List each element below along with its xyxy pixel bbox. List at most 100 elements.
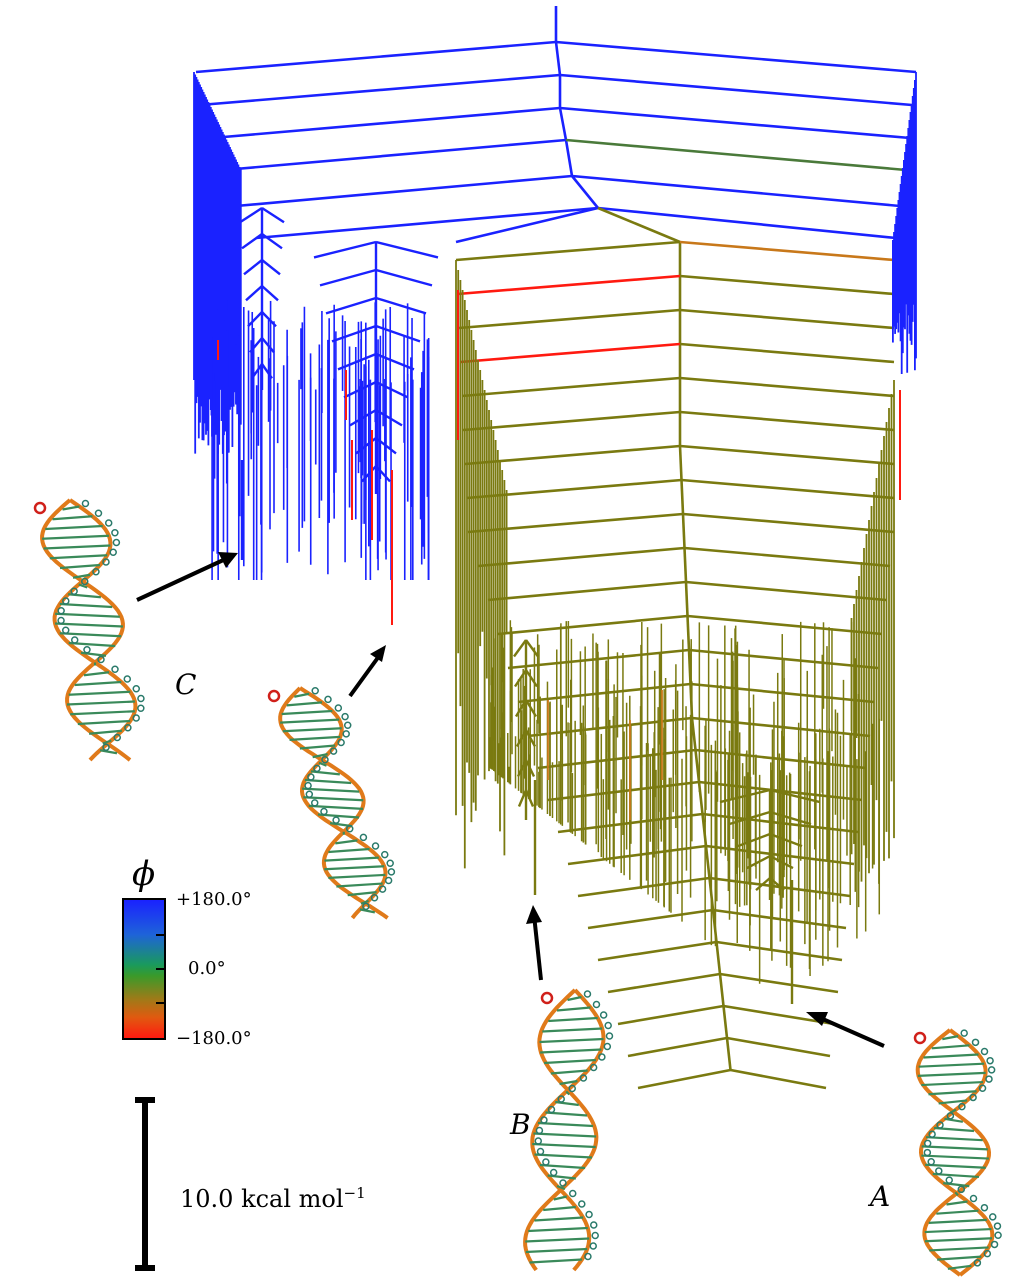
rna-base-ring bbox=[111, 665, 119, 673]
rna-base-pair bbox=[938, 1099, 968, 1105]
rna-structure-c2-icon bbox=[267, 686, 396, 920]
rna-base-ring bbox=[132, 685, 141, 693]
tree-spine bbox=[683, 547, 688, 583]
rna-base-ring bbox=[386, 859, 394, 867]
label-b: B bbox=[510, 1108, 531, 1141]
rna-base-pair bbox=[525, 1247, 588, 1254]
rna-base-pair bbox=[289, 735, 341, 741]
tree-branch-right bbox=[688, 648, 879, 670]
rna-base-pair bbox=[550, 1069, 588, 1075]
rna-base-pair bbox=[62, 505, 80, 511]
rna-base-pair bbox=[950, 1108, 957, 1114]
rna-base-ring bbox=[969, 1093, 977, 1102]
rna-base-ring bbox=[305, 790, 314, 798]
scale-bar-exponent: −1 bbox=[343, 1184, 366, 1202]
rna-base-pair bbox=[528, 1226, 588, 1233]
tree-branch-left bbox=[457, 274, 681, 296]
rna-base-ring bbox=[324, 695, 332, 704]
rna-base-ring bbox=[310, 799, 319, 807]
rna-base-pair bbox=[310, 770, 340, 776]
rna-base-ring bbox=[332, 816, 340, 824]
rna-base-ring bbox=[132, 714, 140, 722]
rna-base-ring bbox=[945, 1176, 953, 1184]
rna-base-ring bbox=[958, 1102, 966, 1111]
tree-branch bbox=[261, 285, 279, 302]
tree-branch-right bbox=[679, 376, 895, 398]
rna-base-pair bbox=[559, 1079, 578, 1086]
rna-base-pair bbox=[926, 1136, 983, 1142]
rna-base-ring bbox=[605, 1032, 614, 1040]
rna-base-pair bbox=[302, 787, 360, 793]
rna-base-ring bbox=[94, 509, 103, 517]
rna-base-ring bbox=[591, 1231, 599, 1240]
rna-base-ring bbox=[990, 1240, 999, 1249]
rna-base-ring bbox=[568, 1189, 577, 1198]
rna-base-pair bbox=[68, 690, 131, 696]
tree-branch bbox=[241, 233, 263, 250]
tree-branch bbox=[245, 285, 263, 302]
tree-branch-left bbox=[567, 844, 707, 866]
tree-spine bbox=[564, 139, 574, 177]
tree-spine bbox=[570, 175, 600, 209]
tree-branch-right bbox=[684, 546, 891, 568]
rna-base-ring bbox=[536, 1147, 545, 1156]
rna-base-ring bbox=[598, 1053, 606, 1061]
rna-marker-residue bbox=[913, 1031, 927, 1045]
tree-spine bbox=[681, 513, 686, 549]
rna-base-pair bbox=[347, 891, 377, 897]
tree-branch-right bbox=[679, 444, 895, 466]
tree-branch-right bbox=[730, 1068, 827, 1090]
rna-base-ring bbox=[603, 1042, 612, 1051]
rna-base-ring bbox=[57, 607, 65, 615]
rna-base-ring bbox=[334, 704, 343, 712]
tree-branch-left bbox=[597, 940, 717, 962]
rna-base-ring bbox=[320, 807, 328, 816]
rna-base-pair bbox=[83, 671, 110, 677]
rna-base-ring bbox=[583, 990, 592, 998]
rna-base-ring bbox=[985, 1075, 993, 1083]
rna-base-ring bbox=[359, 833, 368, 842]
rna-base-pair bbox=[43, 544, 111, 550]
tree-branch bbox=[239, 206, 263, 224]
rna-base-ring bbox=[70, 636, 79, 644]
tree-branch-right bbox=[679, 308, 895, 330]
rna-base-ring bbox=[589, 1242, 597, 1250]
tree-branch-right bbox=[681, 478, 895, 500]
rna-base-ring bbox=[329, 747, 338, 755]
rna-base-pair bbox=[49, 554, 108, 560]
tree-spine bbox=[725, 1037, 732, 1071]
rna-base-ring bbox=[978, 1084, 987, 1092]
tree-branch bbox=[375, 268, 433, 287]
rna-base-pair bbox=[555, 1100, 579, 1107]
rna-base-pair bbox=[942, 1035, 959, 1041]
rna-base-pair bbox=[299, 744, 336, 750]
rna-base-pair bbox=[534, 1153, 593, 1159]
rna-base-ring bbox=[983, 1249, 992, 1258]
rna-base-ring bbox=[112, 538, 121, 547]
rna-base-ring bbox=[547, 1105, 556, 1114]
tree-branch-left bbox=[497, 614, 688, 636]
tree-branch-left bbox=[461, 376, 681, 398]
tree-branch-left bbox=[487, 580, 687, 602]
rna-base-pair bbox=[280, 718, 340, 724]
rna-base-ring bbox=[994, 1231, 1002, 1239]
rna-base-pair bbox=[539, 1163, 586, 1170]
tree-branch-right bbox=[687, 614, 883, 636]
rna-base-pair bbox=[59, 632, 122, 638]
rna-base-pair bbox=[539, 1037, 604, 1044]
tree-branch-right bbox=[571, 174, 901, 208]
rna-base-ring bbox=[384, 876, 393, 885]
rna-base-ring bbox=[592, 1000, 601, 1009]
rna-base-ring bbox=[137, 704, 145, 712]
rna-base-pair bbox=[102, 739, 112, 745]
tree-branch-right bbox=[679, 410, 895, 432]
tree-branch-right bbox=[726, 1036, 831, 1058]
scale-bar bbox=[135, 1097, 155, 1271]
rna-marker-residue bbox=[33, 501, 47, 515]
rna-base-ring bbox=[92, 568, 100, 576]
tree-spine bbox=[678, 445, 683, 481]
rna-base-ring bbox=[102, 558, 110, 566]
rna-base-ring bbox=[604, 1021, 612, 1030]
tree-branch-left bbox=[255, 206, 599, 240]
